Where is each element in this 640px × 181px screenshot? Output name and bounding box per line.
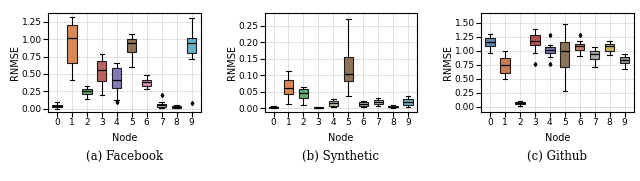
PathPatch shape bbox=[82, 89, 92, 94]
PathPatch shape bbox=[500, 58, 509, 73]
PathPatch shape bbox=[575, 44, 584, 50]
PathPatch shape bbox=[485, 38, 495, 46]
PathPatch shape bbox=[157, 104, 166, 107]
PathPatch shape bbox=[269, 107, 278, 108]
PathPatch shape bbox=[299, 89, 308, 98]
PathPatch shape bbox=[403, 99, 413, 105]
Y-axis label: RNMSE: RNMSE bbox=[444, 45, 453, 80]
PathPatch shape bbox=[531, 35, 540, 45]
PathPatch shape bbox=[344, 57, 353, 81]
X-axis label: Node: Node bbox=[545, 133, 570, 143]
PathPatch shape bbox=[620, 57, 629, 63]
PathPatch shape bbox=[590, 51, 600, 58]
PathPatch shape bbox=[515, 102, 525, 104]
PathPatch shape bbox=[374, 100, 383, 104]
PathPatch shape bbox=[187, 38, 196, 53]
PathPatch shape bbox=[560, 42, 570, 68]
PathPatch shape bbox=[142, 79, 151, 86]
Text: (c) Github: (c) Github bbox=[527, 150, 588, 163]
PathPatch shape bbox=[605, 44, 614, 51]
PathPatch shape bbox=[388, 106, 398, 107]
PathPatch shape bbox=[127, 39, 136, 52]
Text: (a) Facebook: (a) Facebook bbox=[86, 150, 163, 163]
X-axis label: Node: Node bbox=[111, 133, 137, 143]
PathPatch shape bbox=[314, 107, 323, 108]
Y-axis label: RNMSE: RNMSE bbox=[10, 45, 20, 80]
PathPatch shape bbox=[284, 80, 293, 94]
PathPatch shape bbox=[172, 106, 181, 108]
PathPatch shape bbox=[358, 102, 368, 106]
X-axis label: Node: Node bbox=[328, 133, 353, 143]
PathPatch shape bbox=[67, 25, 77, 64]
PathPatch shape bbox=[52, 105, 61, 107]
PathPatch shape bbox=[329, 101, 338, 106]
Y-axis label: RNMSE: RNMSE bbox=[227, 45, 237, 80]
PathPatch shape bbox=[112, 68, 122, 88]
PathPatch shape bbox=[545, 47, 554, 53]
Text: (b) Synthetic: (b) Synthetic bbox=[302, 150, 380, 163]
PathPatch shape bbox=[97, 61, 106, 81]
